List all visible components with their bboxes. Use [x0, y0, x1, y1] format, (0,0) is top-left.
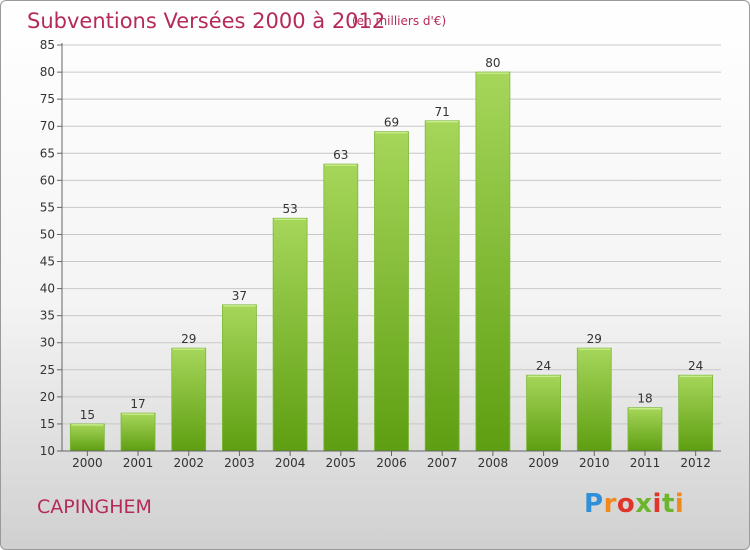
x-tick-label-2008: 2008	[478, 456, 509, 470]
x-tick-label-2005: 2005	[326, 456, 357, 470]
commune-name: CAPINGHEM	[37, 496, 152, 518]
x-tick-label-2011: 2011	[630, 456, 661, 470]
y-tick-label: 20	[40, 390, 55, 404]
data-label-2005: 63	[333, 148, 348, 162]
bar-2007	[424, 120, 460, 452]
y-tick-label: 10	[40, 444, 55, 458]
data-label-2008: 80	[485, 56, 500, 70]
x-tick-label-2010: 2010	[579, 456, 610, 470]
y-tick-label: 45	[40, 255, 55, 269]
x-tick-label-2009: 2009	[528, 456, 559, 470]
y-tick-label: 75	[40, 92, 55, 106]
y-tick-label: 30	[40, 336, 55, 350]
x-tick-label-2003: 2003	[224, 456, 255, 470]
bar-2008	[475, 71, 511, 452]
x-tick-label-2012: 2012	[680, 456, 711, 470]
data-label-2004: 53	[282, 202, 297, 216]
data-label-2006: 69	[384, 116, 399, 130]
data-label-2002: 29	[181, 332, 196, 346]
x-tick-label-2001: 2001	[123, 456, 154, 470]
y-tick-label: 70	[40, 119, 55, 133]
data-label-2009: 24	[536, 359, 551, 373]
data-label-2012: 24	[688, 359, 703, 373]
x-tick-label-2000: 2000	[72, 456, 103, 470]
bar-2010	[576, 347, 612, 452]
y-tick-label: 15	[40, 417, 55, 431]
bar-2000	[69, 423, 105, 452]
chart-unit-label: (en milliers d'€)	[352, 14, 447, 28]
data-label-2001: 17	[130, 397, 145, 411]
chart-title: Subventions Versées 2000 à 2012	[27, 9, 386, 33]
y-tick-label: 25	[40, 363, 55, 377]
x-tick-label-2006: 2006	[376, 456, 407, 470]
y-tick-label: 50	[40, 227, 55, 241]
x-tick-label-2002: 2002	[173, 456, 204, 470]
bar-2012	[678, 374, 714, 452]
data-label-2000: 15	[80, 408, 95, 422]
bar-2006	[374, 131, 409, 452]
y-tick-label: 80	[40, 65, 55, 79]
bar-2002	[171, 347, 207, 452]
bars	[69, 71, 714, 452]
bar-2005	[323, 163, 359, 452]
x-tick-label-2007: 2007	[427, 456, 458, 470]
x-tick-labels: 2000 2001 2002 2003 2004 2005 2006 2007 2008 2009…	[72, 451, 711, 470]
data-label-2003: 37	[232, 289, 247, 303]
y-tick-label: 40	[40, 282, 55, 296]
bar-2009	[526, 374, 561, 452]
y-tick-label: 60	[40, 173, 55, 187]
bar-2003	[222, 304, 257, 452]
data-label-2010: 29	[587, 332, 602, 346]
y-tick-label: 85	[40, 38, 55, 52]
data-labels: 15 17 29 37 53 63 69 71 80 24 29 18 24	[80, 56, 704, 422]
y-tick-labels: 10 15 20 25 30 35 40 45 50 55 60 65 70 75 80 85	[40, 38, 62, 458]
x-tick-label-2004: 2004	[275, 456, 306, 470]
y-tick-label: 55	[40, 200, 55, 214]
y-tick-label: 65	[40, 146, 55, 160]
y-tick-label: 35	[40, 309, 55, 323]
proxiti-logo: Proxiti	[584, 489, 685, 519]
bar-2004	[272, 217, 308, 452]
data-label-2011: 18	[637, 392, 652, 406]
data-label-2007: 71	[435, 105, 450, 119]
bar-2001	[120, 412, 156, 452]
bar-2011	[627, 407, 663, 452]
